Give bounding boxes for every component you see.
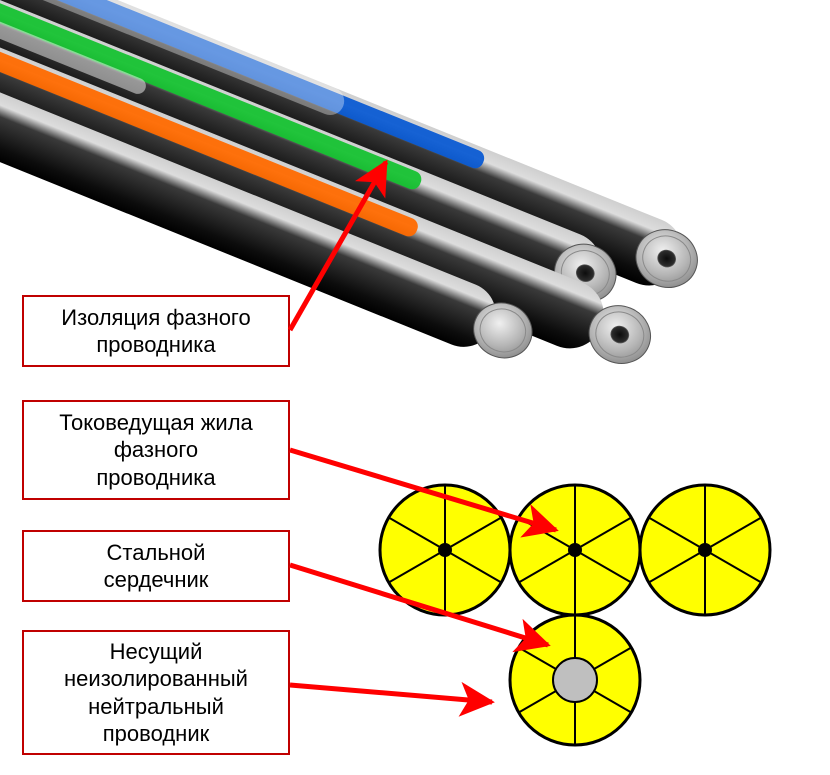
label-neutral: Несущийнеизолированныйнейтральныйпроводн… xyxy=(22,630,290,755)
label-steel-core: Стальнойсердечник xyxy=(22,530,290,602)
label-phase-core: Токоведущая жилафазногопроводника xyxy=(22,400,290,500)
label-phase-core-text: Токоведущая жилафазногопроводника xyxy=(59,409,253,492)
cross-section xyxy=(380,485,770,745)
label-insulation: Изоляция фазногопроводника xyxy=(22,295,290,367)
label-steel-core-text: Стальнойсердечник xyxy=(104,539,209,594)
arrows xyxy=(290,162,556,702)
diagram-canvas: Изоляция фазногопроводника Токоведущая ж… xyxy=(0,0,830,775)
label-neutral-text: Несущийнеизолированныйнейтральныйпроводн… xyxy=(64,638,248,748)
label-insulation-text: Изоляция фазногопроводника xyxy=(61,304,250,359)
